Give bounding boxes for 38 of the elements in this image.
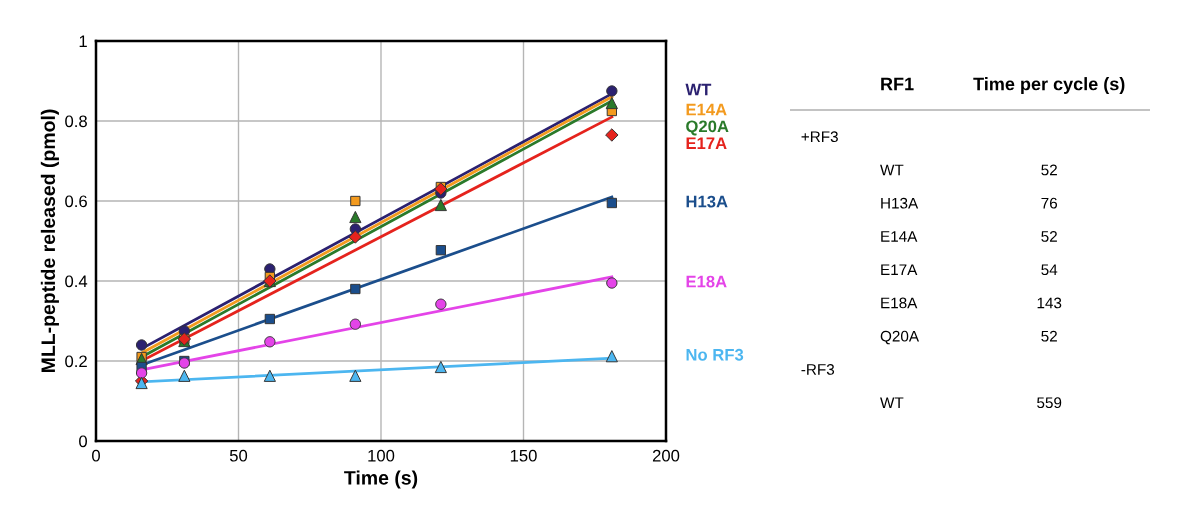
data-label: 52: [1041, 231, 1057, 242]
y-tick-label: 0.8: [65, 115, 87, 128]
x-tick-label: 100: [368, 449, 395, 462]
category-label: +RF3: [801, 131, 838, 143]
category-label: E14A: [881, 231, 918, 242]
data-label: 52: [1041, 330, 1057, 342]
y-tick-label: 0.2: [65, 355, 87, 368]
category-label: H13A: [881, 197, 919, 209]
data-label: 52: [1041, 164, 1057, 176]
text: Time per cycle (s): [973, 77, 1125, 94]
y-tick-label: 0.6: [65, 195, 87, 208]
x-tick-label: 150: [510, 449, 537, 462]
text: H13A: [686, 195, 728, 208]
text: Q20A: [686, 120, 729, 136]
y-tick-label: 0.4: [65, 275, 88, 288]
x-axis-title: Time (s): [344, 470, 418, 489]
text: RF1: [881, 77, 914, 91]
category-label: WT: [880, 397, 904, 408]
y-tick-label: 1: [79, 35, 87, 48]
text: WT: [685, 83, 712, 96]
x-tick-label: 0: [92, 449, 100, 462]
data-label: 143: [1037, 297, 1062, 309]
category-label: E17A: [881, 264, 918, 275]
category-label: WT: [880, 164, 904, 176]
y-tick-label: 0: [79, 435, 88, 448]
text: E18A: [686, 275, 727, 288]
x-tick-label: 200: [652, 449, 680, 462]
text: E14A: [686, 103, 727, 116]
text: E17A: [686, 137, 727, 149]
text: No RF3: [686, 348, 744, 361]
data-label: 76: [1041, 197, 1058, 209]
y-axis-title: MLL-peptide released (pmol): [40, 109, 59, 373]
data-label: 559: [1037, 397, 1062, 409]
x-tick-label: 50: [229, 449, 248, 462]
data-label: 54: [1041, 264, 1058, 276]
category-label: -RF3: [801, 364, 835, 375]
category-label: Q20A: [880, 330, 920, 345]
category-label: E18A: [881, 297, 918, 309]
